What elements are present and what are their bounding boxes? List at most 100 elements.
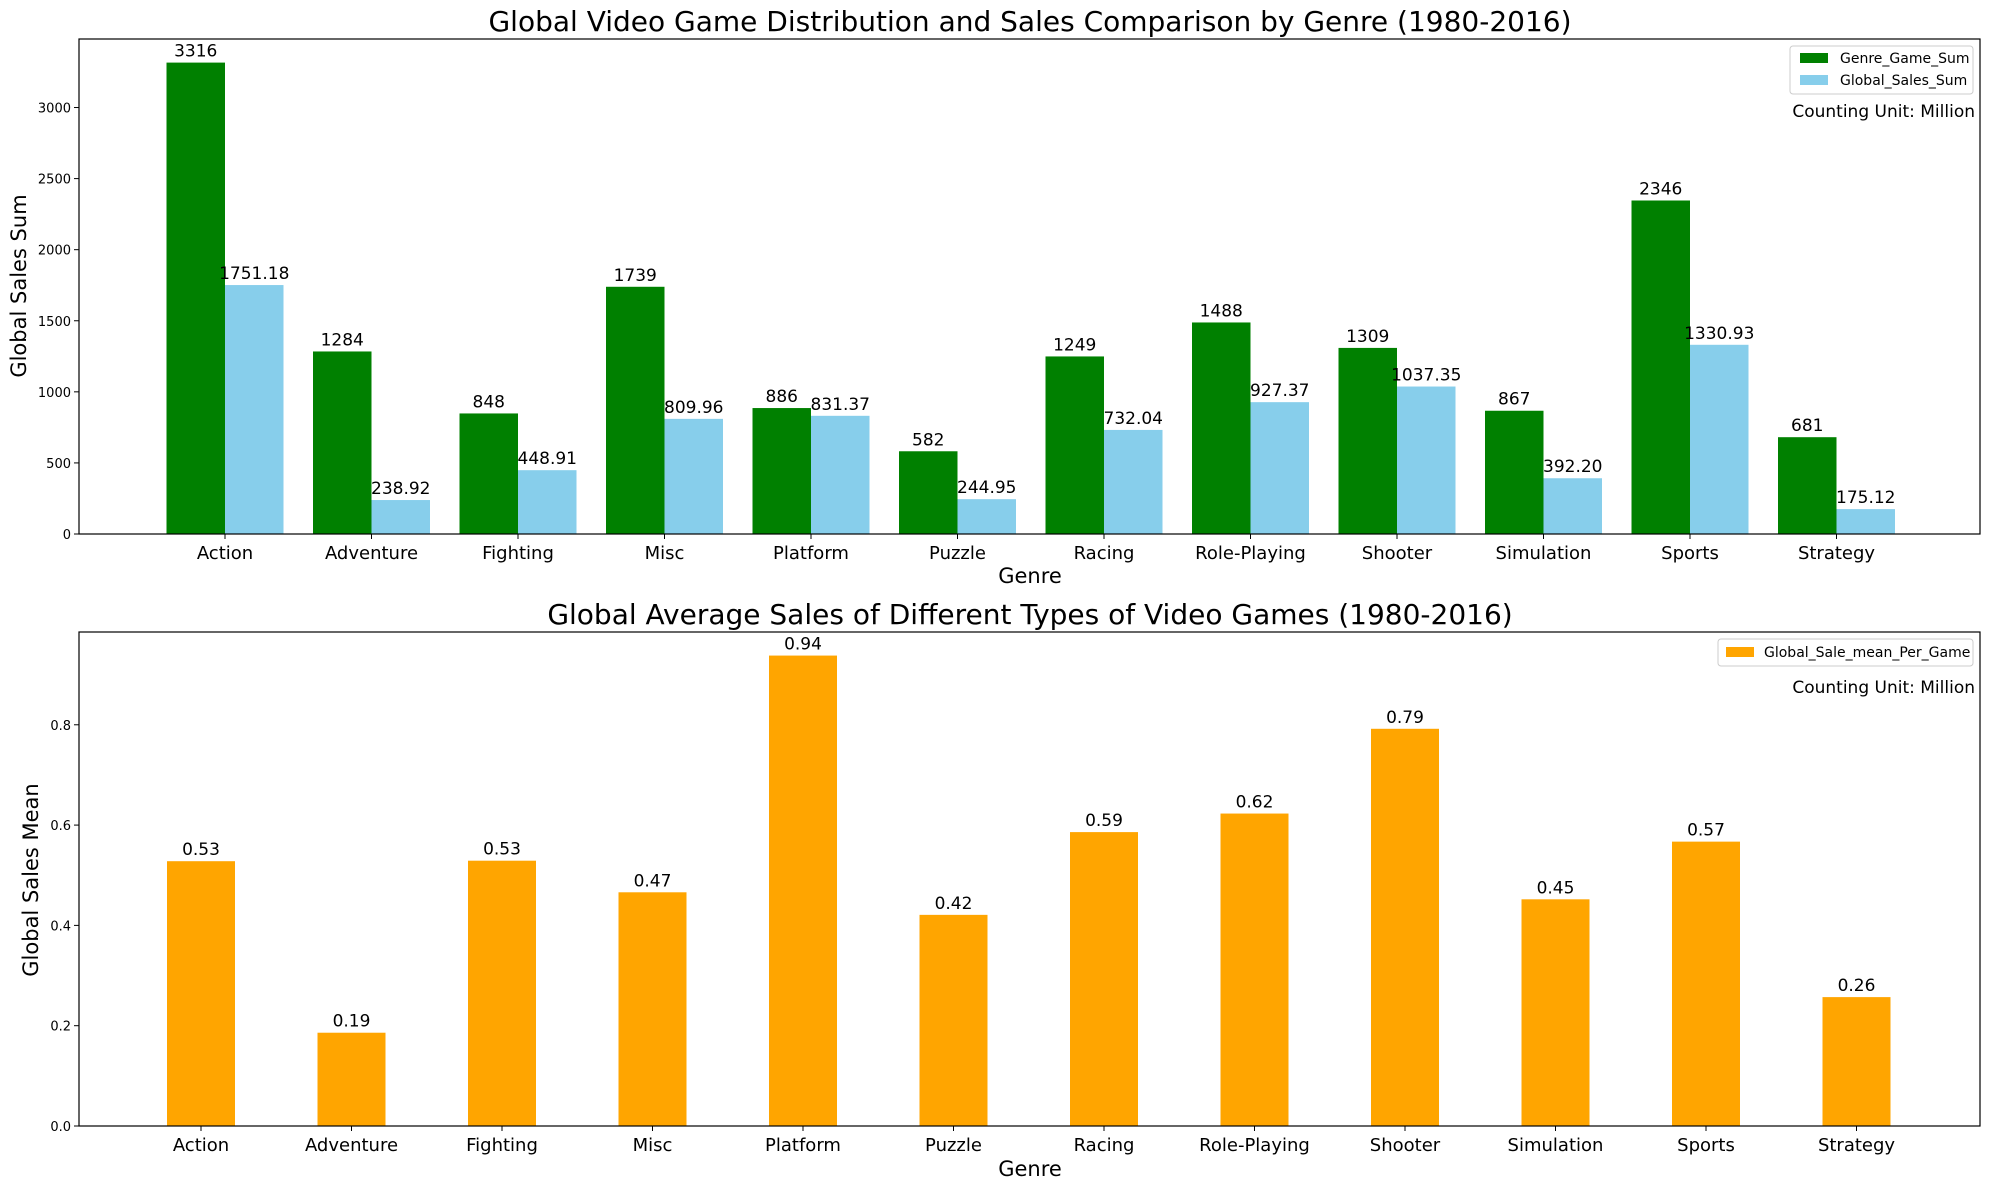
bar-global-sale-mean-per-game-simulation — [1521, 899, 1590, 1126]
chart1-title: Global Video Game Distribution and Sales… — [488, 5, 1571, 38]
chart1-xlabel: Genre — [998, 564, 1062, 588]
x-tick-label-role-playing: Role-Playing — [1199, 1135, 1310, 1156]
y-tick-label: 3000 — [38, 102, 71, 117]
y-tick-label: 1000 — [38, 386, 71, 401]
chart1-plot-frame — [78, 38, 1981, 535]
chart2-x-axis: Action Adventure Fighting Misc Platform Puzzl… — [173, 1126, 1895, 1156]
y-tick-label: 0.0 — [50, 1120, 71, 1135]
legend-label-global-sale-mean: Global_Sale_mean_Per_Game — [1764, 645, 1970, 661]
x-tick-label-simulation: Simulation — [1508, 1135, 1604, 1156]
bar-genre-game-sum-simulation — [1485, 410, 1544, 534]
chart2-ylabel: Global Sales Mean — [19, 783, 43, 976]
chart2-y-axis: 0.0 0.2 0.4 0.6 0.8 — [50, 719, 79, 1135]
bar-global-sale-mean-per-game-role-playing — [1220, 813, 1289, 1126]
bar-genre-game-sum-fighting — [459, 413, 518, 534]
bar-global-sales-sum-role-playing — [1250, 402, 1309, 534]
value-label-global-sale-mean-per-game-fighting: 0.53 — [483, 840, 521, 860]
x-tick-label-strategy: Strategy — [1798, 543, 1875, 564]
value-label-global-sales-sum-fighting: 448.91 — [518, 449, 577, 469]
x-tick-label-role-playing: Role-Playing — [1195, 543, 1306, 564]
legend-swatch-global-sale-mean — [1726, 647, 1754, 657]
x-tick-label-misc: Misc — [633, 1135, 673, 1156]
bar-global-sales-sum-puzzle — [957, 499, 1016, 534]
value-label-genre-game-sum-puzzle: 582 — [912, 430, 944, 450]
bar-global-sales-sum-simulation — [1543, 478, 1602, 534]
x-tick-label-racing: Racing — [1074, 1135, 1135, 1156]
bar-genre-game-sum-action — [166, 62, 225, 534]
value-label-global-sale-mean-per-game-misc: 0.47 — [634, 871, 672, 891]
x-tick-label-sports: Sports — [1677, 1135, 1735, 1156]
value-label-genre-game-sum-racing: 1249 — [1053, 335, 1096, 355]
value-label-global-sales-sum-platform: 831.37 — [811, 395, 870, 415]
x-tick-label-platform: Platform — [773, 543, 849, 564]
y-tick-label: 0.8 — [50, 719, 71, 734]
y-tick-label: 1500 — [38, 315, 71, 330]
value-label-global-sales-sum-action: 1751.18 — [219, 264, 289, 284]
bar-global-sale-mean-per-game-strategy — [1822, 997, 1891, 1126]
bar-global-sales-sum-shooter — [1397, 386, 1456, 534]
x-tick-label-shooter: Shooter — [1370, 1135, 1441, 1156]
x-tick-label-action: Action — [173, 1135, 229, 1156]
bar-genre-game-sum-shooter — [1338, 347, 1397, 534]
y-tick-label: 0.6 — [50, 819, 71, 834]
bar-global-sales-sum-sports — [1690, 344, 1749, 534]
value-label-genre-game-sum-platform: 886 — [766, 387, 798, 407]
bar-global-sales-sum-platform — [811, 415, 870, 534]
value-label-global-sale-mean-per-game-sports: 0.57 — [1687, 821, 1725, 841]
value-label-genre-game-sum-adventure: 1284 — [321, 330, 364, 350]
bar-global-sale-mean-per-game-racing — [1070, 832, 1138, 1126]
legend-label-global-sales-sum: Global_Sales_Sum — [1840, 73, 1967, 89]
value-label-global-sales-sum-sports: 1330.93 — [1684, 324, 1754, 344]
value-label-global-sales-sum-puzzle: 244.95 — [957, 478, 1016, 498]
x-tick-label-fighting: Fighting — [466, 1135, 538, 1156]
y-tick-label: 0 — [63, 528, 71, 543]
x-tick-label-action: Action — [197, 543, 253, 564]
legend-label-genre-game-sum: Genre_Game_Sum — [1840, 51, 1969, 67]
value-label-global-sales-sum-role-playing: 927.37 — [1250, 381, 1309, 401]
value-label-global-sale-mean-per-game-role-playing: 0.62 — [1236, 793, 1274, 813]
value-label-genre-game-sum-misc: 1739 — [614, 266, 657, 286]
x-tick-label-adventure: Adventure — [325, 543, 418, 564]
bar-genre-game-sum-strategy — [1778, 437, 1837, 534]
value-label-global-sale-mean-per-game-strategy: 0.26 — [1838, 976, 1876, 996]
bar-genre-game-sum-platform — [752, 408, 811, 534]
chart-sales-sum: Global Video Game Distribution and Sales… — [7, 5, 1981, 588]
value-label-global-sales-sum-adventure: 238.92 — [371, 479, 430, 499]
legend-swatch-genre-game-sum — [1800, 53, 1828, 63]
y-tick-label: 2500 — [38, 173, 71, 188]
x-tick-label-puzzle: Puzzle — [925, 1135, 982, 1156]
bar-genre-game-sum-adventure — [313, 351, 372, 534]
value-label-genre-game-sum-fighting: 848 — [473, 392, 505, 412]
chart1-ylabel: Global Sales Sum — [7, 194, 31, 377]
bar-genre-game-sum-misc — [606, 286, 665, 534]
y-tick-label: 0.2 — [50, 1020, 71, 1035]
chart-sales-mean: Global Average Sales of Different Types … — [19, 598, 1981, 1181]
chart1-bars — [166, 62, 1895, 534]
x-tick-label-racing: Racing — [1074, 543, 1135, 564]
y-tick-label: 2000 — [38, 244, 71, 259]
chart1-unit-annotation: Counting Unit: Million — [1792, 102, 1975, 122]
bar-global-sale-mean-per-game-puzzle — [919, 914, 988, 1126]
bar-genre-game-sum-racing — [1045, 356, 1104, 534]
value-label-global-sales-sum-strategy: 175.12 — [1836, 488, 1895, 508]
chart2-plot-frame — [78, 631, 1981, 1127]
value-label-genre-game-sum-simulation: 867 — [1498, 390, 1530, 410]
chart2-value-labels: 0.53 0.19 0.53 0.47 0.94 0.42 0.59 0.62 0.79 0.45… — [182, 635, 1875, 1032]
bar-global-sale-mean-per-game-shooter — [1371, 728, 1439, 1126]
value-label-global-sale-mean-per-game-shooter: 0.79 — [1386, 708, 1424, 728]
bar-global-sales-sum-adventure — [371, 500, 430, 534]
chart2-legend: Global_Sale_mean_Per_Game — [1717, 638, 1974, 667]
y-tick-label: 0.4 — [50, 919, 71, 934]
x-tick-label-fighting: Fighting — [482, 543, 554, 564]
y-tick-label: 500 — [46, 457, 71, 472]
bar-global-sale-mean-per-game-action — [167, 861, 235, 1126]
chart2-xlabel: Genre — [998, 1157, 1062, 1181]
value-label-genre-game-sum-shooter: 1309 — [1346, 327, 1389, 347]
value-label-global-sale-mean-per-game-adventure: 0.19 — [333, 1012, 371, 1032]
bar-global-sales-sum-action — [225, 285, 284, 534]
value-label-genre-game-sum-sports: 2346 — [1639, 179, 1682, 199]
bar-global-sale-mean-per-game-adventure — [317, 1032, 386, 1126]
chart2-unit-annotation: Counting Unit: Million — [1792, 678, 1975, 698]
bar-global-sales-sum-racing — [1104, 429, 1163, 534]
